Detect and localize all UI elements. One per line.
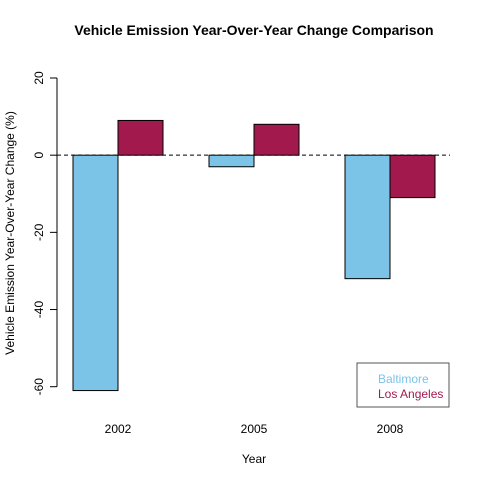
legend-item-baltimore: Baltimore xyxy=(378,372,429,386)
legend-item-los-angeles: Los Angeles xyxy=(378,387,443,401)
y-axis: -60 -40 -20 0 20 xyxy=(32,71,58,396)
chart-title: Vehicle Emission Year-Over-Year Change C… xyxy=(74,22,433,38)
bar-los-angeles-2005 xyxy=(253,123,300,156)
bar-los-angeles-2002 xyxy=(117,119,164,156)
y-axis-label: Vehicle Emission Year-Over-Year Change (… xyxy=(3,111,17,355)
x-tick-labels: 2002 2005 2008 xyxy=(105,422,404,436)
x-tick-label: 2008 xyxy=(377,422,404,436)
legend-box xyxy=(356,362,450,408)
x-tick-label: 2002 xyxy=(105,422,132,436)
bar-baltimore-2002 xyxy=(72,154,119,392)
bars xyxy=(72,119,436,392)
bar-baltimore-2005 xyxy=(208,154,255,168)
y-tick-label: -40 xyxy=(32,301,46,319)
y-tick-label: 20 xyxy=(32,71,46,85)
y-tick-label: -20 xyxy=(32,223,46,241)
x-axis-label: Year xyxy=(242,452,266,466)
y-tick-label: 0 xyxy=(32,152,46,159)
bar-baltimore-2008 xyxy=(344,154,391,280)
bar-los-angeles-2008 xyxy=(389,154,436,199)
x-tick-label: 2005 xyxy=(241,422,268,436)
y-tick-label: -60 xyxy=(32,378,46,396)
